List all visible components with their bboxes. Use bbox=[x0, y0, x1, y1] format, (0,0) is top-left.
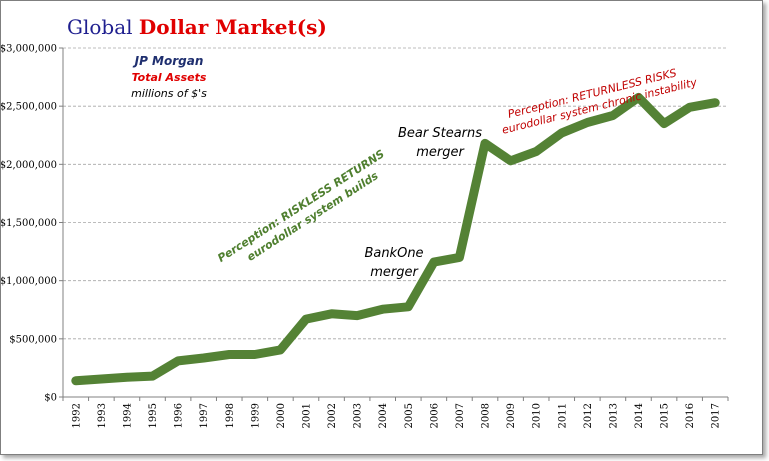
data-point-2004 bbox=[380, 307, 385, 312]
data-point-2006 bbox=[431, 260, 436, 265]
data-point-2005 bbox=[406, 304, 411, 309]
grid-layer bbox=[63, 47, 728, 340]
tick-label-y-3: $1,500,000 bbox=[1, 218, 57, 229]
data-point-1992 bbox=[73, 378, 78, 383]
tick-label-x-2015: 2015 bbox=[660, 403, 671, 428]
tick-label-x-1994: 1994 bbox=[122, 403, 133, 428]
tick-label-y-4: $2,000,000 bbox=[1, 160, 57, 171]
annotation-bankone-line1: BankOne bbox=[364, 246, 423, 261]
tick-label-x-2016: 2016 bbox=[685, 403, 696, 428]
data-point-2011 bbox=[559, 130, 564, 135]
data-point-2003 bbox=[355, 313, 360, 318]
tick-label-x-1997: 1997 bbox=[199, 403, 210, 428]
data-point-2017 bbox=[713, 100, 718, 105]
chart-frame: Global Dollar Market(s) $0 $500,000 $1,000… bbox=[0, 0, 763, 455]
tick-label-x-2009: 2009 bbox=[506, 403, 517, 428]
data-point-2010 bbox=[534, 149, 539, 154]
data-point-2000 bbox=[278, 347, 283, 352]
tick-label-x-2002: 2002 bbox=[327, 403, 338, 428]
series-line-0 bbox=[71, 92, 720, 386]
axis-layer bbox=[59, 47, 729, 401]
annotation-riskless-line2: eurodollar system builds bbox=[245, 169, 382, 264]
series-layer bbox=[71, 92, 720, 386]
data-point-1997 bbox=[201, 356, 206, 361]
data-point-1999 bbox=[252, 352, 257, 357]
data-point-2016 bbox=[687, 105, 692, 110]
tick-label-y-5: $2,500,000 bbox=[1, 102, 57, 113]
tick-label-x-2004: 2004 bbox=[378, 403, 389, 428]
tick-label-x-2003: 2003 bbox=[353, 403, 364, 428]
tick-label-x-1992: 1992 bbox=[71, 403, 82, 428]
tick-label-x-2014: 2014 bbox=[634, 403, 645, 428]
tick-label-x-1998: 1998 bbox=[225, 403, 236, 428]
tick-label-x-2006: 2006 bbox=[429, 403, 440, 428]
tick-label-x-2011: 2011 bbox=[557, 403, 568, 428]
chart-title: Global Dollar Market(s) bbox=[67, 15, 327, 39]
tick-label-x-2010: 2010 bbox=[532, 403, 543, 428]
data-point-2012 bbox=[585, 120, 590, 125]
data-point-2013 bbox=[610, 113, 615, 118]
tick-label-x-2013: 2013 bbox=[608, 403, 619, 428]
data-point-1998 bbox=[227, 352, 232, 357]
tick-label-x-2000: 2000 bbox=[276, 403, 287, 428]
legend-metric: Total Assets bbox=[132, 71, 207, 84]
data-point-2007 bbox=[457, 255, 462, 260]
tick-label-x-2012: 2012 bbox=[583, 403, 594, 428]
tick-label-x-2001: 2001 bbox=[301, 403, 312, 428]
data-point-2001 bbox=[303, 317, 308, 322]
chart-title-part1: Global bbox=[67, 15, 139, 39]
tick-label-y-6: $3,000,000 bbox=[1, 44, 57, 55]
data-point-2014 bbox=[636, 95, 641, 100]
annotation-riskless-line1: Perception: RISKLESS RETURNS bbox=[215, 147, 387, 265]
data-point-1996 bbox=[176, 358, 181, 363]
tick-label-y-1: $500,000 bbox=[9, 334, 57, 345]
annotation-bankone-line2: merger bbox=[370, 265, 419, 280]
tick-label-y-0: $0 bbox=[44, 393, 57, 404]
line-chart: Global Dollar Market(s) $0 $500,000 $1,000… bbox=[1, 15, 729, 429]
tick-label-x-2005: 2005 bbox=[404, 403, 415, 428]
legend-unit: millions of $'s bbox=[131, 87, 207, 100]
annotation-bear-stearns-line1: Bear Stearns bbox=[398, 126, 482, 141]
data-point-1993 bbox=[99, 376, 104, 381]
data-point-2015 bbox=[662, 121, 667, 126]
chart-title-part2: Dollar Market(s) bbox=[139, 15, 327, 39]
data-point-2002 bbox=[329, 311, 334, 316]
tick-label-x-2008: 2008 bbox=[481, 403, 492, 428]
data-point-1995 bbox=[150, 374, 155, 379]
tick-layer: $0 $500,000 $1,000,000 $1,500,000 $2,000,000… bbox=[1, 44, 722, 429]
tick-label-x-1999: 1999 bbox=[250, 403, 261, 428]
annotation-bear-stearns-line2: merger bbox=[416, 145, 465, 160]
tick-label-y-2: $1,000,000 bbox=[1, 276, 57, 287]
tick-label-x-1995: 1995 bbox=[148, 403, 159, 428]
tick-label-x-1996: 1996 bbox=[174, 403, 185, 428]
data-point-2009 bbox=[508, 158, 513, 163]
tick-label-x-2017: 2017 bbox=[711, 403, 722, 428]
tick-label-x-2007: 2007 bbox=[455, 403, 466, 428]
legend-company: JP Morgan bbox=[133, 54, 204, 68]
tick-label-x-1993: 1993 bbox=[97, 403, 108, 428]
data-point-1994 bbox=[124, 375, 129, 380]
data-point-2008 bbox=[483, 141, 488, 146]
